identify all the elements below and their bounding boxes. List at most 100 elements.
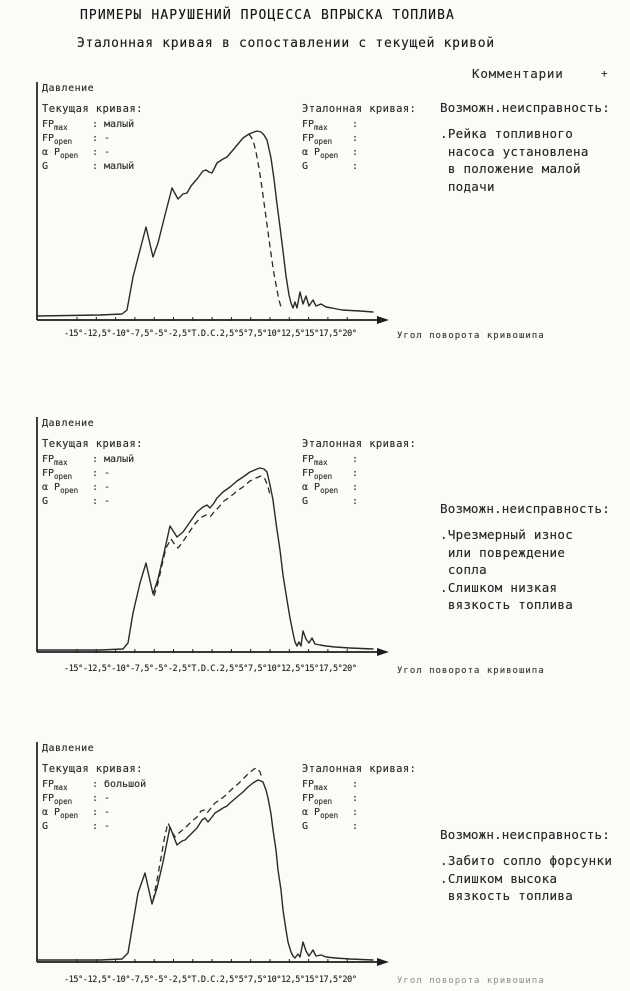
legend-value: : малый xyxy=(92,454,135,465)
tick-label: 10° xyxy=(266,664,282,674)
legend-value: : xyxy=(352,821,359,832)
fault-header: Возможн.неисправность: xyxy=(440,827,610,842)
legend-row: G : - xyxy=(42,820,146,834)
reference-curve xyxy=(152,767,263,902)
legend-param: α Popen xyxy=(42,147,79,160)
tick-label: 2,5° xyxy=(219,975,239,985)
fault-comment-1: Возможн.неисправность: .Рейка топливного… xyxy=(440,100,630,195)
legend-value: : xyxy=(352,468,359,479)
legend-param: FPmax xyxy=(302,779,328,792)
legend-row: FPopen: xyxy=(302,467,416,481)
legend-rows-reference: FPmax: FPopen: α Popen: G: xyxy=(302,778,416,834)
current-curve-legend: Текущая кривая: FPmax: малый FPopen: -α P… xyxy=(42,103,143,174)
comments-header: Комментарии xyxy=(472,66,564,81)
legend-value: : большой xyxy=(92,779,147,790)
tick-label: 20° xyxy=(342,664,357,674)
legend-param: α Popen xyxy=(302,807,339,820)
legend-row: FPopen: xyxy=(302,792,416,806)
legend-value: : xyxy=(352,496,359,507)
legend-row: α Popen: - xyxy=(42,146,143,160)
legend-value: : - xyxy=(92,793,111,804)
x-axis-ticks: -15° -12,5° -10° -7,5° -5° -2,5° T.D.C. 2,5° 5° 7… xyxy=(64,664,357,674)
page-subtitle: Эталонная кривая в сопоставлении с текущ… xyxy=(77,36,495,51)
legend-row: G: xyxy=(302,160,416,174)
legend-param: FPopen xyxy=(42,793,73,806)
legend-param: G xyxy=(302,821,309,832)
legend-value: : - xyxy=(92,482,111,493)
tick-label: 12,5° xyxy=(281,975,305,985)
legend-param: FPmax xyxy=(302,119,328,132)
tick-label: -15° xyxy=(64,664,83,674)
page-title: ПРИМЕРЫ НАРУШЕНИЙ ПРОЦЕССА ВПРЫСКА ТОПЛИ… xyxy=(80,8,455,23)
chart-1: Давление Текущая кривая: FPmax: малый FPo… xyxy=(30,80,416,352)
pressure-plot-2 xyxy=(36,417,389,656)
tick-label: 12,5° xyxy=(281,664,305,674)
legend-value: : xyxy=(352,161,359,172)
chart-3: Давление Текущая кривая: FPmax: большой F… xyxy=(30,740,416,991)
legend-rows-reference: FPmax: FPopen: α Popen: G: xyxy=(302,453,416,509)
legend-row: FPmax: xyxy=(302,778,416,792)
tick-label: 7,5° xyxy=(248,975,267,985)
tick-label: 15° xyxy=(304,975,320,985)
pressure-plot-3 xyxy=(36,742,389,966)
legend-value: : xyxy=(352,807,359,818)
y-axis-label: Давление xyxy=(42,418,95,429)
tick-label: T.D.C. xyxy=(191,329,220,339)
legend-row: FPmax: xyxy=(302,118,416,132)
legend-title-current: Текущая кривая: xyxy=(42,763,143,775)
tick-label: -2,5° xyxy=(167,329,192,339)
legend-param: G xyxy=(302,161,309,172)
tick-label: -10° xyxy=(111,664,131,674)
x-axis-arrow xyxy=(377,958,389,966)
legend-param: FPmax xyxy=(42,454,68,467)
legend-row: FPmax : большой xyxy=(42,778,146,792)
fault-text: .Рейка топливного насоса установлена в п… xyxy=(440,126,589,194)
legend-param: FPopen xyxy=(42,468,73,481)
tick-label: 15° xyxy=(304,329,320,339)
chart-2: Давление Текущая кривая: FPmax: малый FPo… xyxy=(30,415,416,687)
legend-param: α Popen xyxy=(42,482,79,495)
legend-value: : xyxy=(352,454,359,465)
tick-label: 2,5° xyxy=(219,329,239,339)
fault-comment-2: Возможн.неисправность: .Чрезмерный износ… xyxy=(440,501,630,614)
legend-value: : xyxy=(352,147,359,158)
tick-label: -15° xyxy=(64,329,83,339)
tick-label: 7,5° xyxy=(248,664,267,674)
current-curve xyxy=(36,779,374,961)
current-curve-legend: Текущая кривая: FPmax: большой FPopen: -α… xyxy=(42,763,146,834)
tick-label: 7,5° xyxy=(248,329,267,339)
fault-header: Возможн.неисправность: xyxy=(440,100,610,115)
legend-param: G xyxy=(42,821,49,832)
reference-curve-legend: Эталонная кривая: FPmax: FPopen: α Popen: G… xyxy=(302,438,416,509)
legend-row: FPopen : - xyxy=(42,792,146,806)
tick-label: 15° xyxy=(304,664,320,674)
legend-value: : xyxy=(352,779,359,790)
legend-param: FPmax xyxy=(42,779,68,792)
legend-param: α Popen xyxy=(302,147,339,160)
legend-param: FPmax xyxy=(302,454,328,467)
y-axis-label: Давление xyxy=(42,743,95,754)
legend-rows-current: FPmax: большой FPopen: - α Popen: - G: - xyxy=(42,778,146,834)
legend-param: FPopen xyxy=(302,793,333,806)
tick-label: -5° xyxy=(153,664,169,674)
tick-label: -7,5° xyxy=(130,664,154,674)
legend-value: : - xyxy=(92,468,111,479)
legend-row: FPopen: - xyxy=(42,132,143,146)
legend-row: α Popen: xyxy=(302,481,416,495)
legend-value: : - xyxy=(92,821,111,832)
legend-param: α Popen xyxy=(302,482,339,495)
legend-row: α Popen: - xyxy=(42,806,146,820)
fault-text: .Забито сопло форсунки .Слишком высока в… xyxy=(440,853,613,903)
tick-label: 20° xyxy=(342,975,357,985)
legend-row: FPopen : - xyxy=(42,467,143,481)
current-curve xyxy=(36,467,374,651)
current-curve-legend: Текущая кривая: FPmax: малый FPopen: -α P… xyxy=(42,438,143,509)
legend-rows-reference: FPmax: FPopen: α Popen: G: xyxy=(302,118,416,174)
x-axis-title: Угол поворота кривошипа xyxy=(397,331,545,341)
tick-label: 5° xyxy=(238,664,249,674)
y-axis-label: Давление xyxy=(42,83,95,94)
tick-label: -10° xyxy=(111,329,131,339)
tick-label: -2,5° xyxy=(167,664,192,674)
legend-row: G: xyxy=(302,495,416,509)
